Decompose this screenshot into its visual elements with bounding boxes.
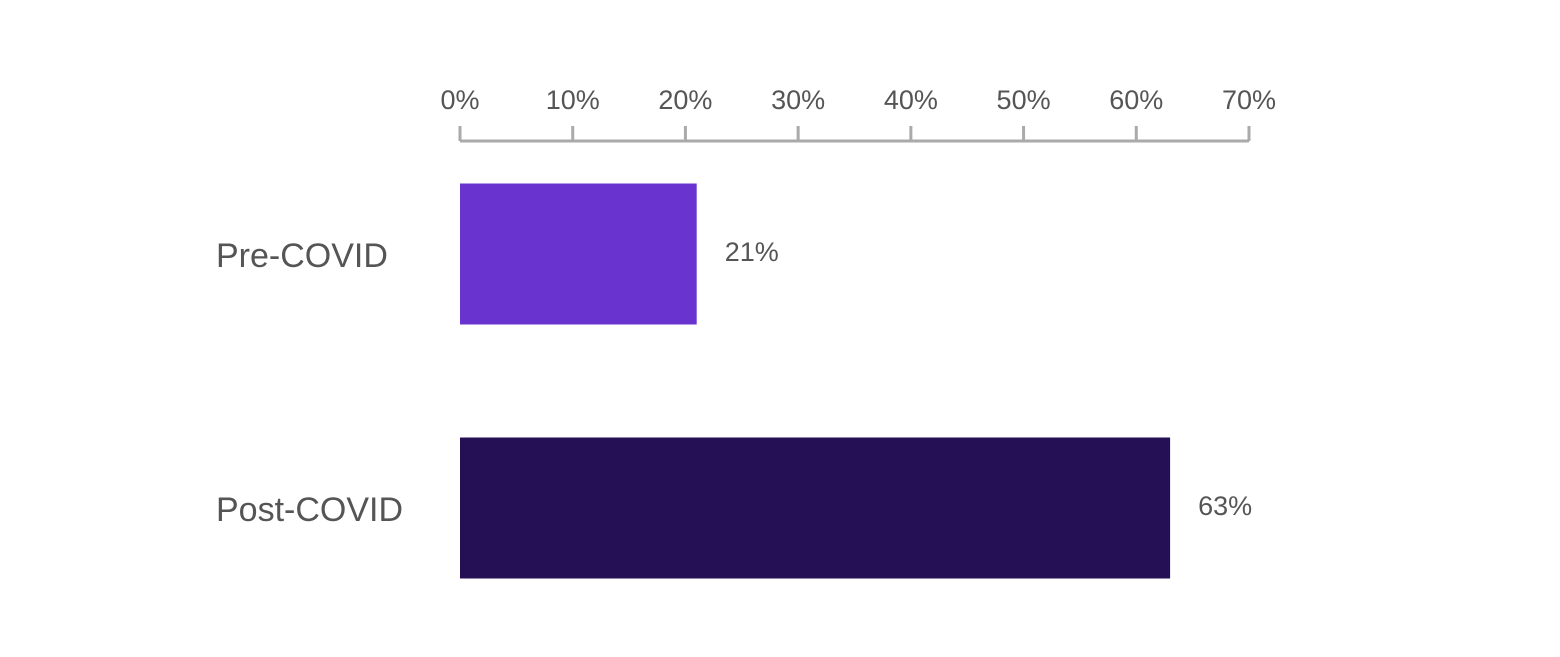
x-tick-label: 10% bbox=[546, 85, 600, 115]
x-tick-label: 60% bbox=[1109, 85, 1163, 115]
x-tick-label: 30% bbox=[771, 85, 825, 115]
bar bbox=[460, 183, 697, 325]
value-label: 63% bbox=[1198, 491, 1252, 521]
x-tick-label: 50% bbox=[997, 85, 1051, 115]
x-tick-label: 20% bbox=[658, 85, 712, 115]
x-tick-label: 40% bbox=[884, 85, 938, 115]
category-label: Pre-COVID bbox=[216, 237, 388, 275]
x-tick-label: 70% bbox=[1222, 85, 1276, 115]
value-label: 21% bbox=[725, 237, 779, 267]
bar bbox=[460, 437, 1171, 579]
x-tick-label: 0% bbox=[440, 85, 479, 115]
category-label: Post-COVID bbox=[216, 491, 403, 529]
